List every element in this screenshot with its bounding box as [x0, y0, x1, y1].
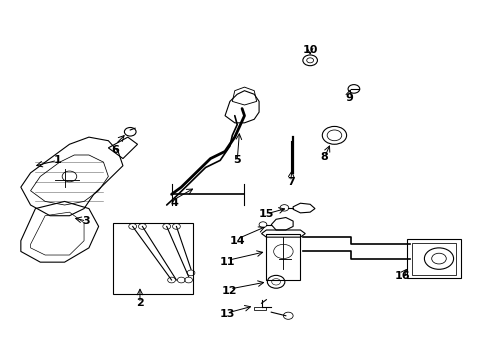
Text: 11: 11 [219, 257, 235, 267]
Text: 10: 10 [302, 45, 317, 55]
Text: 14: 14 [229, 236, 244, 246]
Text: 4: 4 [170, 198, 178, 208]
Text: 6: 6 [111, 145, 120, 155]
Bar [254, 307, 266, 310]
Bar [407, 239, 460, 278]
Text: 7: 7 [286, 177, 294, 187]
Text: 9: 9 [345, 93, 352, 103]
Text: 15: 15 [258, 209, 273, 219]
Text: 16: 16 [394, 271, 409, 282]
Text: 13: 13 [219, 309, 235, 319]
Bar [266, 234, 300, 280]
Text: 8: 8 [320, 152, 328, 162]
Bar [113, 223, 193, 294]
Text: 12: 12 [222, 286, 237, 296]
Text: 5: 5 [233, 156, 241, 165]
Bar [411, 243, 455, 275]
Text: 2: 2 [136, 298, 143, 308]
Text: 3: 3 [82, 216, 90, 226]
Text: 1: 1 [53, 156, 61, 165]
